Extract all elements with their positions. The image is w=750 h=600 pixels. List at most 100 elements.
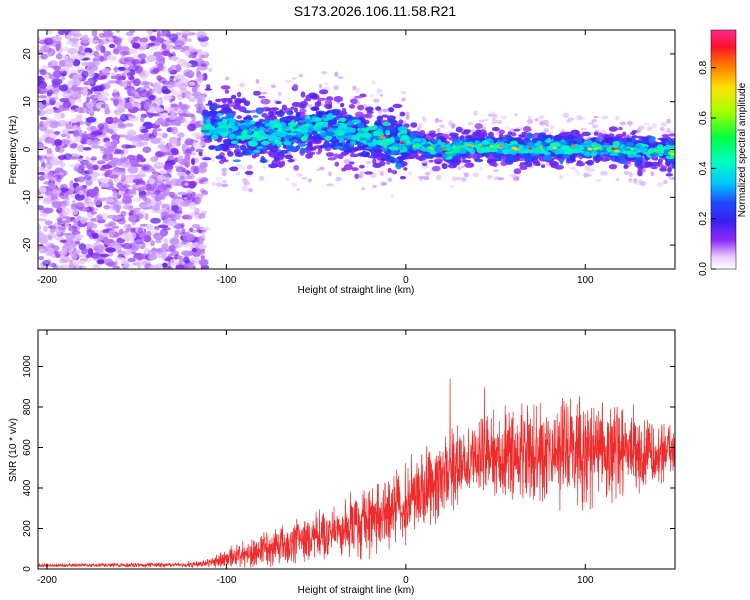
heat-cell	[258, 118, 265, 123]
heat-cell	[334, 71, 339, 77]
heat-cell	[169, 77, 174, 81]
heat-cell	[44, 137, 54, 144]
heat-cell	[154, 162, 164, 167]
heat-cell	[88, 70, 95, 78]
heat-cell	[62, 194, 69, 199]
heat-cell	[618, 126, 623, 131]
heat-cell	[601, 115, 609, 120]
heat-cell	[113, 37, 122, 45]
heat-cell	[298, 73, 303, 78]
heat-cell	[519, 166, 528, 170]
heat-cell	[188, 81, 196, 86]
heat-cell	[138, 46, 146, 51]
heat-cell	[667, 138, 674, 145]
heat-cell	[138, 203, 148, 209]
heat-cell	[141, 137, 151, 141]
heat-cell	[59, 162, 66, 168]
heat-cell	[38, 44, 42, 48]
heat-cell	[215, 116, 221, 120]
heat-cell	[50, 160, 61, 166]
heat-cell	[585, 164, 592, 170]
heat-cell	[428, 159, 434, 163]
heat-cell	[421, 163, 428, 166]
heat-cell	[48, 96, 59, 101]
heat-cell	[112, 88, 118, 94]
heat-cell	[139, 223, 149, 227]
heat-cell	[291, 102, 302, 107]
heat-cell	[637, 168, 643, 172]
heat-cell	[259, 158, 268, 164]
heat-cell	[371, 152, 377, 158]
heat-cell	[101, 68, 111, 74]
heat-cell	[439, 124, 445, 128]
heat-cell	[422, 117, 428, 123]
heat-cell	[197, 249, 205, 255]
heat-cell	[178, 113, 189, 117]
heat-cell	[183, 120, 189, 128]
heat-cell	[299, 104, 307, 109]
heat-cell	[478, 119, 485, 123]
heat-cell	[497, 177, 505, 181]
heat-cell	[183, 30, 191, 34]
heat-cell	[194, 78, 200, 83]
heat-cell	[507, 131, 513, 135]
heat-cell	[250, 109, 257, 113]
heat-cell	[326, 183, 334, 187]
heat-cell	[93, 244, 104, 252]
heat-cell	[159, 169, 167, 175]
heat-cell	[62, 216, 71, 220]
heat-cell	[197, 213, 206, 219]
heat-cell	[150, 192, 161, 199]
heat-cell	[49, 122, 59, 129]
heat-cell	[122, 196, 132, 204]
heat-cell	[492, 169, 500, 172]
heat-cell	[597, 132, 604, 139]
heat-cell	[168, 33, 179, 41]
heat-cell	[61, 207, 71, 215]
heat-cell	[120, 175, 126, 182]
heat-cell	[644, 161, 654, 168]
heat-cell	[103, 236, 109, 244]
heat-cell	[422, 152, 429, 159]
heat-cell	[290, 106, 295, 110]
heat-cell	[42, 259, 51, 267]
heat-cell	[318, 83, 323, 89]
heat-cell	[433, 158, 443, 163]
heat-cell	[117, 76, 123, 80]
heat-cell	[581, 131, 591, 137]
heat-cell	[416, 156, 425, 161]
heat-cell	[132, 163, 143, 167]
heat-cell	[119, 113, 129, 122]
heat-cell	[435, 174, 442, 181]
heat-cell	[57, 30, 66, 36]
heat-cell	[463, 173, 469, 178]
heat-cell	[354, 95, 363, 99]
heat-cell	[139, 70, 149, 78]
heat-cell	[63, 55, 69, 61]
heat-cell	[241, 148, 246, 151]
heat-cell	[75, 202, 85, 210]
heat-cell	[122, 264, 133, 269]
heat-cell	[162, 94, 173, 102]
heat-cell	[221, 183, 229, 188]
heat-cell	[491, 126, 500, 132]
heat-cell	[41, 99, 47, 105]
heat-cell	[180, 104, 191, 110]
heat-cell	[83, 243, 94, 249]
heat-cell	[55, 43, 61, 52]
heat-cell	[99, 97, 109, 101]
heat-cell	[296, 188, 300, 192]
heat-cell	[162, 191, 168, 198]
heat-cell	[562, 112, 569, 118]
heat-cell	[114, 200, 123, 206]
heat-cell	[380, 181, 388, 186]
heat-cell	[196, 31, 207, 39]
heat-cell	[67, 48, 78, 55]
heat-cell	[112, 265, 121, 269]
heat-cell	[466, 135, 472, 139]
heat-cell	[184, 49, 191, 56]
heat-cell	[161, 243, 169, 250]
heat-cell	[532, 160, 541, 166]
heat-cell	[38, 137, 43, 144]
heat-cell	[345, 121, 355, 126]
